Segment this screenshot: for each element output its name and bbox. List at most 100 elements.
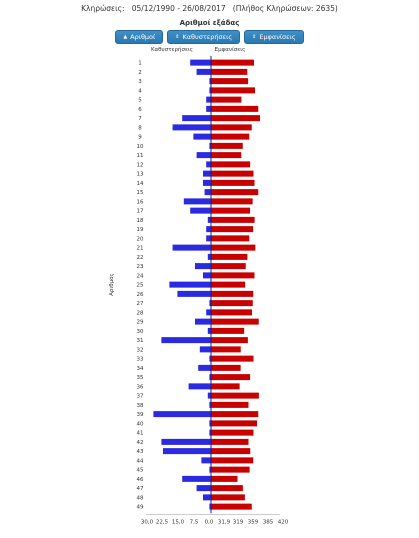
category-label: 14 [137, 181, 144, 187]
category-label: 31 [137, 338, 144, 344]
appearance-bar [211, 290, 254, 297]
delay-bar [206, 105, 211, 112]
appearance-bar [211, 263, 246, 270]
category-label: 6 [138, 107, 142, 113]
category-label: 40 [137, 421, 144, 427]
delay-bar [209, 87, 211, 94]
category-label: 42 [137, 440, 144, 446]
appearance-bar [211, 448, 251, 455]
appearance-bar [211, 420, 257, 427]
appearance-bar [211, 78, 249, 85]
delay-bar [207, 327, 211, 334]
delay-bar [195, 263, 211, 270]
delay-bar [172, 244, 211, 251]
category-label: 33 [137, 357, 144, 363]
category-label: 18 [137, 218, 144, 224]
appearance-bar [211, 189, 259, 196]
delay-bar [196, 68, 211, 75]
delay-bar [196, 152, 211, 159]
category-label: 7 [138, 116, 142, 122]
x-tick-label: 420 [278, 519, 289, 525]
delay-bar [195, 318, 211, 325]
category-label: 38 [137, 403, 144, 409]
delay-bar [209, 78, 211, 85]
delay-bar [207, 253, 211, 260]
category-label: 12 [137, 162, 144, 168]
x-tick-label: 15,0 [172, 519, 185, 525]
delay-bar [190, 207, 211, 214]
delay-bar [198, 364, 211, 371]
x-tick-label: 385 [263, 519, 274, 525]
draws-header: Κληρώσεις: 05/12/1990 - 26/08/2017 (Πλήθ… [81, 4, 338, 13]
appearance-bar [211, 466, 250, 473]
delay-bar [209, 466, 211, 473]
delay-bar [193, 133, 211, 140]
category-label: 9 [138, 135, 142, 141]
category-label: 23 [137, 264, 144, 270]
appearance-bar [211, 300, 253, 307]
appearance-bar [211, 207, 250, 214]
sort-by-delay-button[interactable]: ⇕ Καθυστερήσεις [167, 30, 241, 44]
chart-subtitle: Αριθμοί εξάδας [179, 19, 240, 27]
category-label: 10 [137, 144, 144, 150]
appearance-bar [211, 281, 246, 288]
appearance-bar [211, 59, 254, 66]
x-tick-label: 7,5 [190, 519, 199, 525]
appearance-bar [211, 337, 248, 344]
appearance-bar [211, 272, 255, 279]
sort-by-number-button[interactable]: ▲ Αριθμοί [115, 30, 164, 44]
appearance-bar [211, 244, 256, 251]
delay-bar [203, 179, 211, 186]
right-column-header: Εμφανίσεις [215, 46, 246, 53]
delay-bar [201, 457, 211, 464]
appearance-bar [211, 374, 251, 381]
delay-bar [209, 300, 211, 307]
delay-bar [206, 309, 211, 316]
appearance-bar [211, 346, 241, 353]
category-label: 45 [137, 468, 144, 474]
appearance-bar [211, 105, 259, 112]
appearance-bar [211, 216, 255, 223]
category-label: 37 [137, 394, 144, 400]
delay-bar [177, 290, 211, 297]
delay-bar [203, 494, 211, 501]
appearance-bar [211, 411, 259, 418]
delay-bar [203, 170, 211, 177]
appearance-bar [211, 438, 249, 445]
delay-bar [206, 161, 211, 168]
appearance-bar [211, 161, 251, 168]
category-label: 47 [137, 486, 144, 492]
category-label: 26 [137, 292, 144, 298]
appearance-bar [211, 503, 252, 510]
sort-by-delay-label: Καθυστερήσεις [182, 33, 233, 41]
delay-bar [209, 374, 211, 381]
delay-bar [206, 235, 211, 242]
appearance-bar [211, 494, 245, 501]
appearance-bar [211, 401, 249, 408]
category-label: 27 [137, 301, 144, 307]
category-label: 22 [137, 255, 144, 261]
category-label: 36 [137, 384, 144, 390]
appearance-bar [211, 124, 252, 131]
category-label: 24 [137, 273, 144, 279]
delay-bar [204, 189, 211, 196]
left-column-header: Καθυστερήσεις [151, 46, 193, 53]
category-label: 21 [137, 246, 144, 252]
category-label: 43 [137, 449, 144, 455]
category-label: 49 [137, 505, 144, 511]
delay-bar [153, 411, 211, 418]
appearance-bar [211, 235, 250, 242]
appearance-bar [211, 96, 242, 103]
category-label: 8 [138, 125, 142, 131]
appearance-bar [211, 327, 245, 334]
appearance-bar [211, 133, 250, 140]
category-label: 30 [137, 329, 144, 335]
appearance-bar [211, 318, 259, 325]
sort-by-appearance-button[interactable]: ⇕ Εμφανίσεις [244, 30, 304, 44]
delay-bar [183, 198, 211, 205]
category-label: 5 [138, 98, 142, 104]
category-label: 29 [137, 320, 144, 326]
up-down-arrow-icon: ⇕ [175, 34, 180, 40]
category-label: 4 [138, 88, 142, 94]
